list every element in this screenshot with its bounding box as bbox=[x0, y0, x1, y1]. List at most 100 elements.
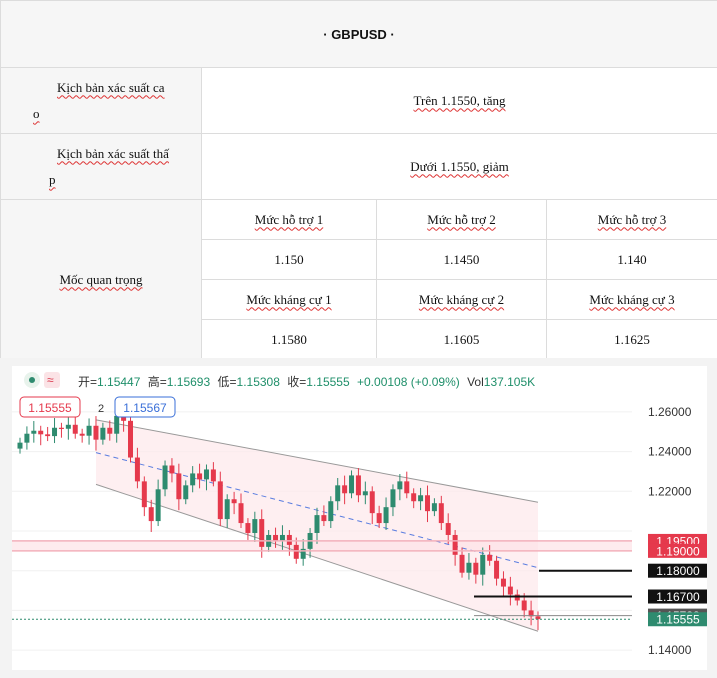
support-value-3: 1.140 bbox=[546, 239, 717, 280]
resistance-zone bbox=[12, 540, 632, 551]
candle-body bbox=[17, 442, 23, 449]
candle-body bbox=[286, 534, 292, 545]
candle-body bbox=[293, 544, 299, 559]
y-tick-label: 1.24000 bbox=[648, 445, 692, 459]
candle-body bbox=[411, 493, 417, 502]
key-levels-label: Mốc quan trọng bbox=[0, 199, 202, 360]
candle-body bbox=[459, 554, 465, 573]
candle-body bbox=[314, 515, 320, 533]
candle-body bbox=[203, 469, 209, 480]
candle-body bbox=[404, 481, 410, 494]
candle-body bbox=[52, 427, 58, 437]
candle-body bbox=[445, 523, 451, 535]
candle-body bbox=[362, 491, 368, 496]
support-header-1: Mức hỗ trợ 1 bbox=[201, 199, 377, 240]
candle-body bbox=[58, 427, 64, 429]
menu-icon-bg bbox=[44, 372, 60, 388]
price-tag-label: 1.19000 bbox=[656, 544, 700, 558]
channel-lower-line bbox=[95, 483, 539, 632]
high-probability-text-b: o bbox=[33, 105, 40, 121]
candle-body bbox=[397, 481, 403, 490]
low-probability-value: Dưới 1.1550, giảm bbox=[201, 133, 717, 200]
candle-body bbox=[107, 427, 113, 434]
candle-body bbox=[273, 534, 279, 541]
candle-body bbox=[452, 534, 458, 555]
analysis-table: · GBPUSD · Kịch bản xác suất ca o Trên 1… bbox=[0, 0, 717, 360]
candle-body bbox=[24, 433, 30, 443]
candle-body bbox=[507, 586, 513, 595]
candles bbox=[17, 406, 541, 631]
table-title: · GBPUSD · bbox=[0, 0, 717, 68]
low-probability-text-a: Kịch bản xác suất thấ bbox=[57, 145, 169, 161]
candle-body bbox=[31, 430, 37, 434]
price-axis: 1.195001.190001.180001.167001.157381.155… bbox=[648, 405, 708, 657]
candle-body bbox=[162, 465, 168, 490]
high-probability-text-a: Kịch bản xác suất ca bbox=[57, 79, 165, 95]
candle-body bbox=[183, 485, 189, 500]
candle-body bbox=[121, 415, 127, 421]
candle-body bbox=[231, 499, 237, 504]
candle-body bbox=[342, 485, 348, 494]
candle-body bbox=[245, 523, 251, 533]
resistance-header-2: Mức kháng cự 2 bbox=[376, 279, 547, 320]
candle-body bbox=[252, 519, 258, 533]
ohlc-line: 开=1.15447 高=1.15693 低=1.15308 收=1.15555 … bbox=[78, 374, 535, 389]
candle-body bbox=[210, 469, 216, 482]
resistance-header-1: Mức kháng cự 1 bbox=[201, 279, 377, 320]
candle-body bbox=[300, 548, 306, 559]
support-value-2: 1.1450 bbox=[376, 239, 547, 280]
candle-body bbox=[224, 499, 230, 520]
sell-badge-value: 1.15555 bbox=[28, 401, 72, 415]
candle-body bbox=[349, 475, 355, 494]
spread-value: 2 bbox=[98, 403, 104, 415]
candle-body bbox=[169, 465, 175, 474]
candle-body bbox=[328, 501, 334, 522]
chart-canvas[interactable]: 1.195001.190001.180001.167001.157381.155… bbox=[12, 366, 708, 670]
bid-ask-badges: 1.15555 2 1.15567 bbox=[19, 396, 176, 418]
ohlc-header: ≈ 开=1.15447 高=1.15693 低=1.15308 收=1.1555… bbox=[24, 372, 535, 389]
high-probability-value: Trên 1.1550, tăng bbox=[201, 67, 717, 134]
candle-body bbox=[418, 495, 424, 502]
candle-body bbox=[376, 513, 382, 524]
candle-body bbox=[424, 495, 430, 512]
candle-body bbox=[148, 507, 154, 522]
y-tick-label: 1.22000 bbox=[648, 484, 692, 498]
buy-badge[interactable] bbox=[114, 396, 176, 418]
candle-body bbox=[438, 503, 444, 524]
support-value-1: 1.150 bbox=[201, 239, 377, 280]
price-tag-label: 1.18000 bbox=[656, 564, 700, 578]
y-tick-label: 1.26000 bbox=[648, 405, 692, 419]
y-tick-label: 1.14000 bbox=[648, 643, 692, 657]
candle-body bbox=[217, 481, 223, 520]
buy-badge-value: 1.15567 bbox=[123, 401, 167, 415]
price-tag-bg bbox=[648, 563, 708, 578]
price-tag-label: 1.15555 bbox=[656, 613, 700, 627]
sell-badge[interactable] bbox=[19, 396, 81, 418]
candle-body bbox=[259, 519, 265, 547]
candle-body bbox=[114, 415, 120, 434]
level-lines bbox=[12, 540, 632, 620]
candle-body bbox=[383, 507, 389, 524]
candle-body bbox=[134, 457, 140, 482]
candle-body bbox=[335, 485, 341, 502]
candle-body bbox=[535, 616, 541, 620]
candle-body bbox=[355, 475, 361, 496]
candle-body bbox=[79, 433, 85, 436]
channel-upper-line bbox=[95, 419, 539, 503]
resistance-value-3: 1.1625 bbox=[546, 319, 717, 360]
candle-body bbox=[431, 503, 437, 512]
candle-body bbox=[321, 515, 327, 522]
candle-body bbox=[45, 434, 51, 437]
candlestick-chart[interactable]: 1.195001.190001.180001.167001.157381.155… bbox=[12, 366, 708, 670]
candle-body bbox=[197, 473, 203, 480]
indicator-dot bbox=[29, 377, 35, 383]
support-header-3: Mức hỗ trợ 3 bbox=[546, 199, 717, 240]
candle-body bbox=[155, 489, 161, 522]
candle-body bbox=[480, 554, 486, 575]
candle-body bbox=[500, 578, 506, 587]
resistance-value-1: 1.1580 bbox=[201, 319, 377, 360]
candle-body bbox=[190, 473, 196, 486]
candle-body bbox=[93, 425, 99, 440]
chart-panel: 1.195001.190001.180001.167001.157381.155… bbox=[0, 358, 717, 678]
candle-body bbox=[38, 430, 44, 435]
